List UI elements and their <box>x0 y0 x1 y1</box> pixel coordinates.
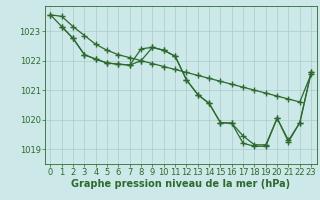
X-axis label: Graphe pression niveau de la mer (hPa): Graphe pression niveau de la mer (hPa) <box>71 179 290 189</box>
